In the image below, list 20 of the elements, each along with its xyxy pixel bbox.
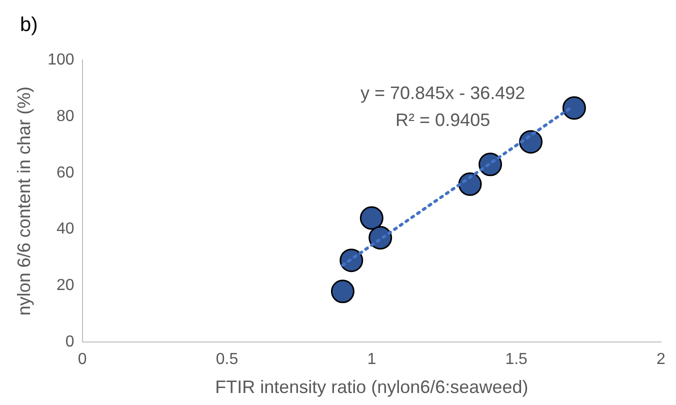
y-tick-label: 40 bbox=[56, 220, 74, 238]
point bbox=[458, 172, 482, 196]
y-tick-label: 0 bbox=[65, 334, 74, 351]
point bbox=[562, 96, 586, 120]
chart-title: b) bbox=[20, 14, 38, 37]
x-axis-title: FTIR intensity ratio (nylon6/6:seaweed) bbox=[215, 377, 528, 398]
annotation: y = 70.845x - 36.492 bbox=[360, 82, 526, 103]
x-tick-label: 0.5 bbox=[216, 351, 238, 368]
x-tick-label: 2 bbox=[656, 351, 666, 368]
y-axis-title: nylon 6/6 content in char (%) bbox=[14, 86, 34, 316]
x-tick-label: 1 bbox=[367, 351, 376, 368]
point bbox=[360, 206, 384, 230]
y-tick-label: 80 bbox=[56, 108, 74, 125]
x-tick-label: 1.5 bbox=[505, 351, 528, 368]
point bbox=[330, 280, 354, 304]
y-tick-label: 20 bbox=[56, 277, 74, 294]
x-tick-label: 0 bbox=[78, 351, 87, 368]
annotation: R² = 0.9405 bbox=[396, 110, 490, 130]
y-tick-label: 100 bbox=[48, 51, 74, 68]
y-tick-label: 60 bbox=[56, 164, 74, 182]
